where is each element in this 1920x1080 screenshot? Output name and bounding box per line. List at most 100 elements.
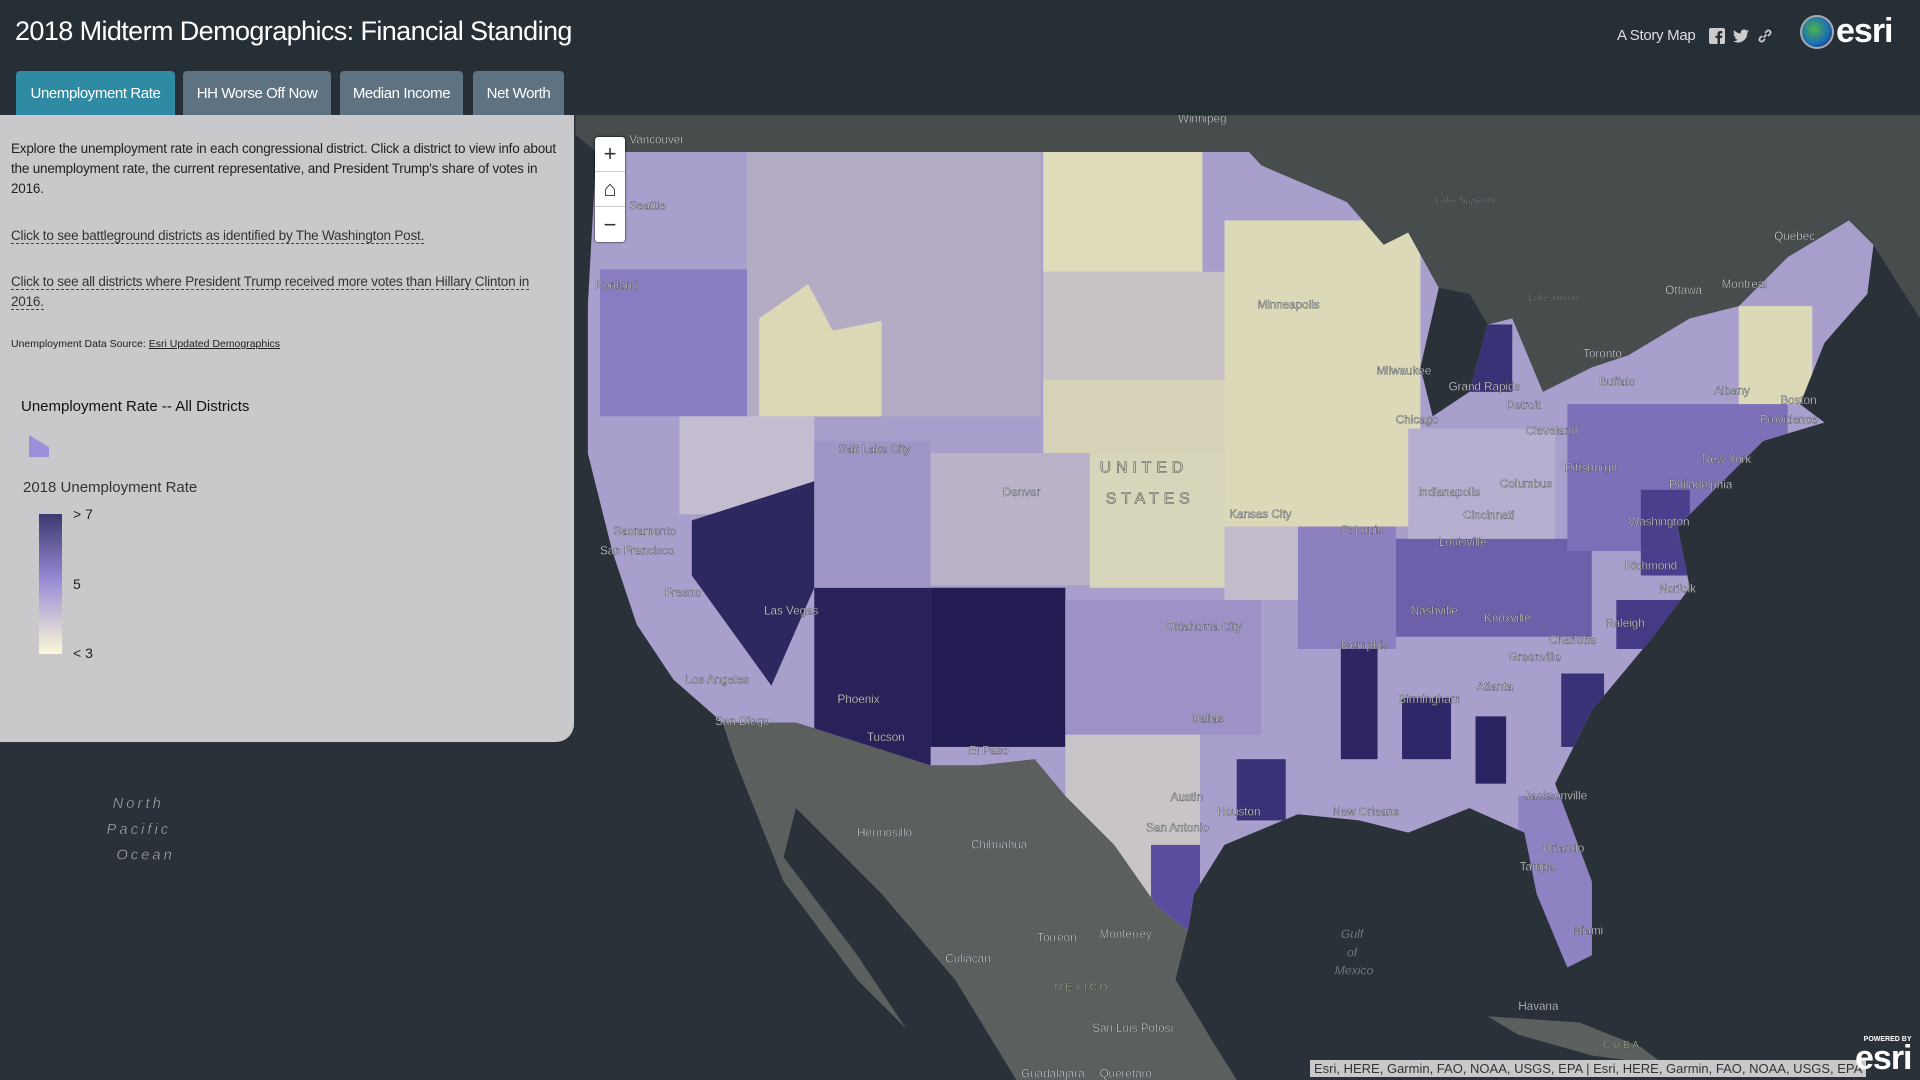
data-source: Unemployment Data Source: Esri Updated D… (11, 338, 281, 350)
map-label: Tucson (867, 731, 905, 744)
map-label: Jacksonville (1524, 790, 1587, 803)
story-map-label: A Story Map (1617, 27, 1696, 44)
map-label: Milwaukee (1376, 365, 1431, 378)
map-label: Pittsburgh (1565, 461, 1617, 474)
map-label: Guadalajara (1021, 1068, 1085, 1080)
ramp-mid: 5 (73, 576, 81, 592)
cuba-land (1487, 1016, 1666, 1066)
map-label: Montreal (1722, 278, 1767, 291)
powered-by-esri[interactable]: POWERED BY esri (1855, 1036, 1912, 1077)
map-label: Tampa (1520, 861, 1555, 874)
map-label: Denver (1003, 486, 1041, 499)
map-label: MÉXICO (1054, 981, 1110, 994)
map-label: Monterrey (1100, 928, 1153, 941)
zoom-controls: + ⌂ − (595, 137, 625, 242)
map-label: Knoxville (1484, 612, 1531, 625)
water-label: Lake Superior (1435, 195, 1497, 206)
map-label: Torreón (1037, 932, 1076, 945)
ramp-low: < 3 (73, 645, 93, 661)
map-label: Louisville (1439, 536, 1487, 549)
trump-districts-link[interactable]: Click to see all districts where Preside… (11, 274, 530, 310)
map-label: Miami (1572, 924, 1603, 937)
map-label: Fresno (665, 586, 701, 599)
map-label: San Diego (715, 715, 769, 728)
map-label: Indianapolis (1418, 486, 1480, 499)
map-label: Washington (1629, 515, 1690, 528)
map-label: Boston (1780, 394, 1816, 407)
app-header: 2018 Midterm Demographics: Financial Sta… (0, 0, 1920, 115)
map-label: Columbus (1500, 477, 1553, 490)
map-label: Philadelphia (1669, 479, 1733, 492)
tab-unemployment-rate[interactable]: Unemployment Rate (16, 71, 175, 115)
map-label: Cincinnati (1463, 509, 1514, 522)
map-label: Detroit (1506, 399, 1541, 412)
tab-net-worth[interactable]: Net Worth (473, 71, 564, 115)
facebook-icon[interactable] (1709, 28, 1725, 44)
map-label: Raleigh (1605, 617, 1644, 630)
map-label: Norfolk (1659, 583, 1696, 596)
water-label: Gulf (1341, 927, 1365, 941)
tab-median-income[interactable]: Median Income (340, 71, 463, 115)
map-label: Cleveland (1526, 425, 1578, 438)
water-label: North (113, 796, 164, 812)
map-label: Havana (1518, 1000, 1559, 1013)
link-icon[interactable] (1757, 28, 1773, 44)
mexico-land (722, 722, 1237, 1080)
water-label: Pacific (107, 822, 172, 838)
canada-land (575, 115, 1920, 392)
map-label: St Louis (1341, 524, 1383, 537)
esri-logo[interactable]: esri (1800, 12, 1893, 51)
map-label: Vancouver (629, 133, 684, 146)
map-label: Seattle (629, 199, 665, 212)
map-label: Chicago (1396, 414, 1439, 427)
map-label: Hermosillo (857, 826, 912, 839)
map-label: Salt Lake City (839, 443, 911, 456)
map-label: Atlanta (1477, 681, 1514, 694)
legend-title: Unemployment Rate -- All Districts (21, 398, 250, 415)
zoom-out-button[interactable]: − (603, 211, 617, 237)
map-label: Toronto (1583, 348, 1622, 361)
map-label: Greenville (1509, 651, 1561, 664)
map-label: Grand Rapids (1449, 381, 1521, 394)
country-label: UNITED (1100, 460, 1189, 477)
color-ramp: > 7 5 < 3 (27, 506, 563, 664)
map-label: Minneapolis (1258, 299, 1320, 312)
map-label: Austin (1171, 791, 1203, 804)
map-label: Querétaro (1100, 1068, 1152, 1080)
twitter-icon[interactable] (1733, 28, 1749, 44)
map-label: Las Vegas (764, 605, 818, 618)
map-label: San Antonio (1146, 821, 1209, 834)
battleground-link[interactable]: Click to see battleground districts as i… (11, 228, 425, 244)
map-label: Quebec (1774, 230, 1815, 243)
intro-text: Explore the unemployment rate in each co… (11, 141, 556, 196)
map-label: Winnipeg (1178, 112, 1226, 125)
map-label: Oklahoma City (1166, 621, 1242, 634)
map-label: Sacramento (613, 525, 676, 538)
map-label: Portland (595, 279, 638, 292)
esri-demographics-link[interactable]: Esri Updated Demographics (148, 338, 281, 350)
map-labels: Winnipeg Vancouver Seattle Portland Sacr… (106, 112, 1818, 1080)
tab-hh-worse-off-now[interactable]: HH Worse Off Now (183, 71, 331, 115)
country-label: STATES (1106, 490, 1195, 507)
water-label: Ocean (116, 848, 175, 864)
zoom-in-button[interactable]: + (595, 137, 625, 172)
map-label: New Orleans (1332, 806, 1399, 819)
map-label: Charlotte (1549, 634, 1596, 647)
map-label: Richmond (1625, 559, 1677, 572)
home-button[interactable]: ⌂ (595, 172, 625, 207)
map-label: Birmingham (1398, 693, 1460, 706)
map-label: Chihuahua (971, 839, 1028, 852)
map-label: Buffalo (1599, 376, 1635, 389)
page-title: 2018 Midterm Demographics: Financial Sta… (15, 16, 572, 46)
map-label: Culiacan (945, 952, 990, 965)
map-label: San Francisco (600, 545, 674, 558)
map-label: New York (1702, 453, 1751, 466)
map-attribution[interactable]: Esri, HERE, Garmin, FAO, NOAA, USGS, EPA… (1310, 1060, 1867, 1077)
water-label: Mexico (1335, 964, 1374, 978)
water-label: Lake Huron (1528, 293, 1579, 304)
ramp-high: > 7 (73, 506, 93, 522)
legend-field-label: 2018 Unemployment Rate (23, 479, 198, 496)
map-label: Albany (1714, 384, 1750, 397)
map-label: Dallas (1191, 712, 1223, 725)
map-label: CUBA (1603, 1040, 1642, 1051)
